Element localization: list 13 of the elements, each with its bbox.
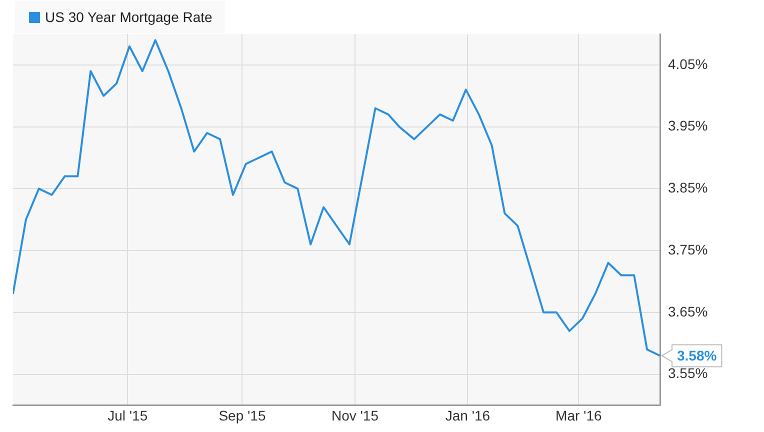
x-tick-label: Nov '15 (331, 407, 379, 424)
y-tick-label: 3.85% (668, 180, 708, 196)
y-tick-label: 4.05% (668, 56, 708, 72)
annotation: 3.58% (677, 348, 718, 364)
y-tick-label: 3.75% (668, 241, 708, 258)
x-tick-label: Jul '15 (108, 407, 148, 424)
legend-label: US 30 Year Mortgage Rate (45, 8, 213, 25)
x-tick-label: Mar '16 (556, 407, 602, 424)
y-tick-label: 3.95% (668, 118, 708, 134)
y-tick-label: 3.65% (668, 303, 708, 320)
x-tick-label: Jan '16 (445, 407, 490, 424)
y-tick-label: 3.55% (668, 365, 708, 382)
x-tick-label: Sep '15 (218, 407, 266, 424)
